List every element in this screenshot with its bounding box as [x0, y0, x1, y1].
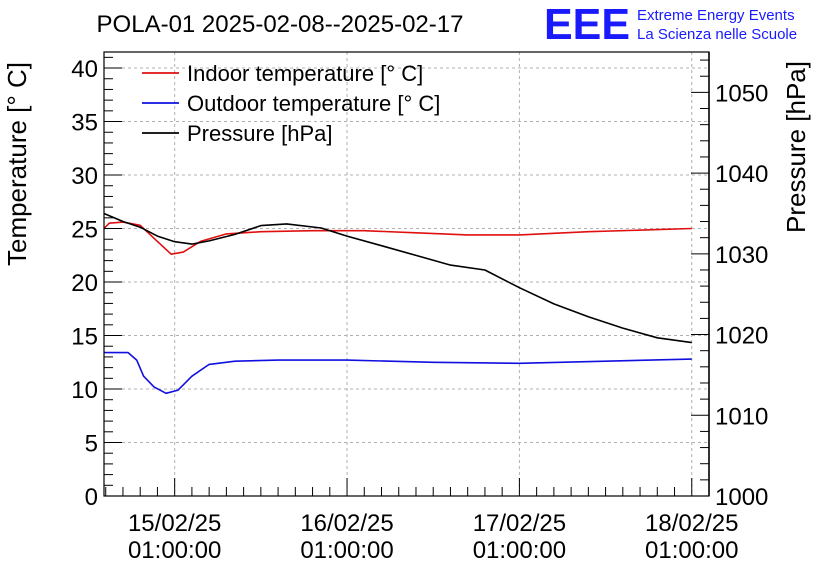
- y-tick-label-right: 1050: [715, 80, 768, 107]
- series-line-1: [104, 351, 692, 395]
- y-tick-label-right: 1020: [715, 323, 768, 350]
- x-tick-label-date: 16/02/25: [300, 510, 393, 537]
- y-tick-label-left: 35: [71, 110, 98, 137]
- x-tick-label-date: 17/02/25: [473, 510, 566, 537]
- y-tick-label-right: 1010: [715, 403, 768, 430]
- eee-logo-line2: La Scienza nelle Scuole: [637, 26, 797, 43]
- legend: Indoor temperature [° C] Outdoor temperat…: [142, 61, 440, 146]
- y-tick-label-right: 1000: [715, 484, 768, 511]
- series-group: [103, 212, 692, 395]
- legend-label-0: Indoor temperature [° C]: [187, 61, 423, 86]
- axes: 0 5 10 15 20 25 30 35 40 1000 1010 1020 1030 1040 1050…: [71, 51, 768, 564]
- x-tick-label-time: 01:00:00: [300, 537, 393, 564]
- eee-logo: EEE Extreme Energy Events La Scienza nel…: [544, 0, 797, 49]
- y-tick-label-left: 25: [71, 217, 98, 244]
- y-tick-label-left: 0: [85, 484, 98, 511]
- series-line-0: [103, 221, 692, 255]
- y-tick-label-left: 30: [71, 163, 98, 190]
- x-tick-label-time: 01:00:00: [473, 537, 566, 564]
- y-tick-label-left: 40: [71, 56, 98, 83]
- grid: [104, 52, 709, 496]
- y-tick-label-left: 15: [71, 324, 98, 351]
- x-tick-label-time: 01:00:00: [128, 537, 221, 564]
- legend-label-2: Pressure [hPa]: [187, 121, 333, 146]
- x-tick-label-date: 15/02/25: [128, 510, 221, 537]
- eee-logo-line1: Extreme Energy Events: [637, 7, 795, 24]
- chart-title: POLA-01 2025-02-08--2025-02-17: [97, 11, 464, 38]
- y-tick-label-left: 20: [71, 270, 98, 297]
- y-tick-label-left: 5: [85, 431, 98, 458]
- y-tick-label-right: 1030: [715, 242, 768, 269]
- series-line-2: [103, 212, 692, 344]
- y-axis-label-right: Pressure [hPa]: [781, 61, 811, 233]
- legend-label-1: Outdoor temperature [° C]: [187, 91, 440, 116]
- y-tick-label-right: 1040: [715, 161, 768, 188]
- y-axis-label-left: Temperature [° C]: [2, 62, 32, 266]
- x-tick-label-date: 18/02/25: [645, 510, 738, 537]
- eee-logo-mark: EEE: [544, 0, 630, 49]
- x-tick-label-time: 01:00:00: [645, 537, 738, 564]
- y-tick-label-left: 10: [71, 377, 98, 404]
